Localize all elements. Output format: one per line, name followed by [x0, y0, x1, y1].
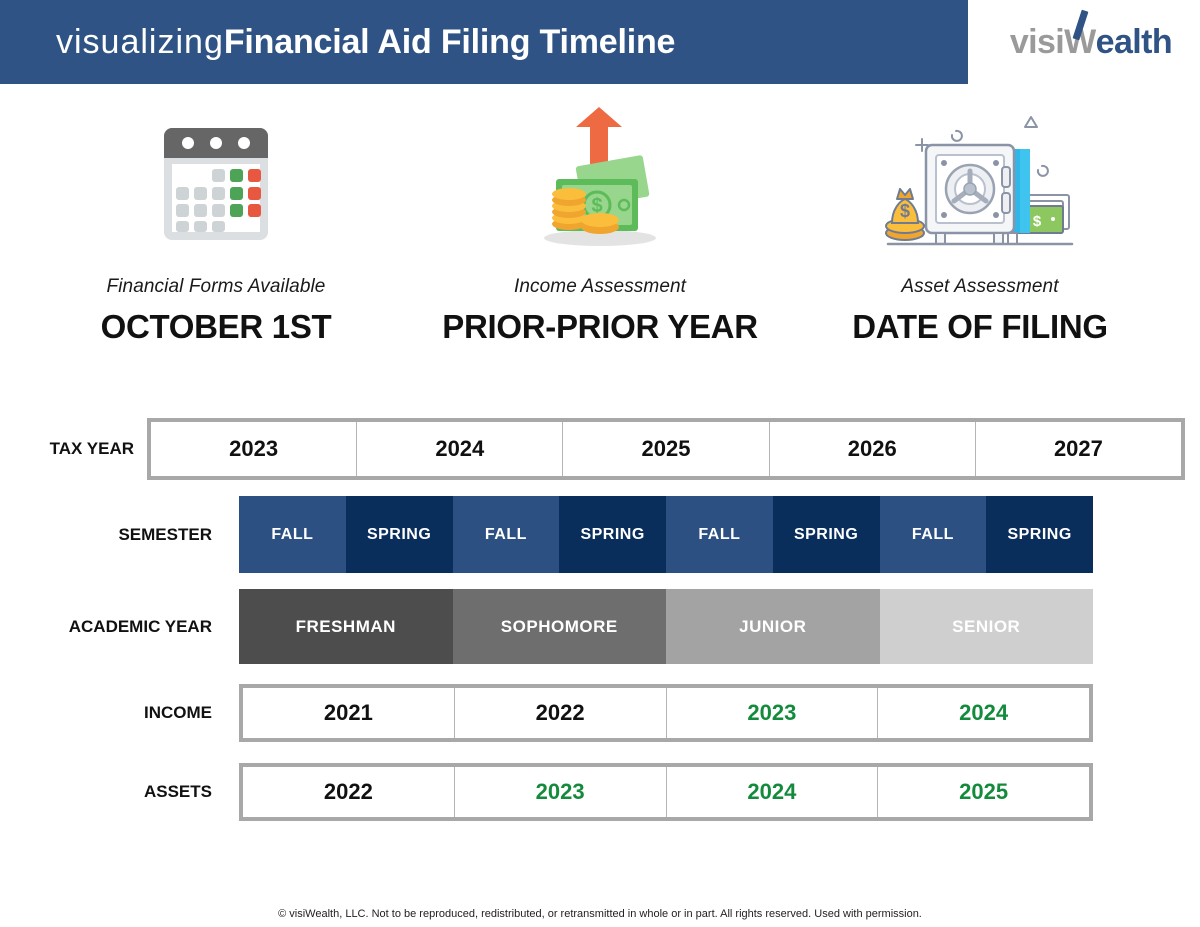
card-income-assessment: $ Income Assessment PRIOR-PRIOR YEA [420, 100, 780, 346]
card-heading: OCTOBER 1ST [100, 308, 332, 345]
logo-text-ealth: ealth [1095, 23, 1173, 61]
assets-cell: 2022 [243, 767, 455, 817]
card-subtitle: Asset Assessment [901, 276, 1059, 297]
academic-year-cell: FRESHMAN [239, 589, 453, 664]
semester-cell-fall: FALL [879, 496, 987, 573]
semester-cell-spring: SPRING [772, 496, 880, 573]
card-subtitle: Income Assessment [513, 276, 687, 297]
tax-year-cell: 2024 [357, 422, 564, 476]
svg-text:$: $ [1033, 213, 1042, 230]
row-label-tax-year: TAX YEAR [49, 439, 134, 458]
row-label-assets: ASSETS [143, 782, 212, 801]
card-heading: DATE OF FILING [852, 308, 1108, 345]
academic-year-row: FRESHMAN SOPHOMORE JUNIOR SENIOR [239, 589, 1093, 664]
money-growth-icon: $ [420, 100, 780, 260]
semester-cell-fall: FALL [452, 496, 560, 573]
assets-row: 2022 2023 2024 2025 [239, 763, 1093, 821]
safe-vault-icon: $ [800, 100, 1160, 260]
logo-text-visi: visi [1009, 23, 1065, 61]
visiwealth-logo: visiW ealth [1009, 9, 1173, 62]
assets-cell: 2024 [667, 767, 879, 817]
tax-year-cell: 2026 [770, 422, 976, 476]
row-label-semester: SEMESTER [118, 524, 212, 544]
copyright-footer: © visiWealth, LLC. Not to be reproduced,… [278, 908, 922, 920]
semester-row: FALL SPRING FALL SPRING FALL SPRING FALL SPRING [239, 496, 1093, 573]
svg-text:$: $ [591, 195, 602, 217]
income-row: 2021 2022 2023 2024 [239, 684, 1093, 742]
income-cell: 2022 [455, 688, 667, 738]
academic-year-cell: JUNIOR [666, 589, 880, 664]
row-label-academic-year: ACADEMIC YEAR [68, 616, 212, 636]
semester-cell-fall: FALL [239, 496, 346, 573]
title-main: Financial Aid Filing Timeline [223, 22, 676, 61]
semester-cell-spring: SPRING [345, 496, 453, 573]
semester-cell-fall: FALL [666, 496, 773, 573]
calendar-icon [36, 100, 396, 260]
card-subtitle: Financial Forms Available [106, 276, 326, 297]
logo-w-mark: W [1064, 9, 1096, 62]
card-financial-forms: Financial Forms Available OCTOBER 1ST [36, 100, 396, 346]
card-heading: PRIOR-PRIOR YEAR [442, 308, 758, 345]
title-prefix: visualizing [56, 22, 224, 61]
icon-cards: Financial Forms Available OCTOBER 1ST $ [0, 100, 1200, 360]
assets-cell: 2025 [959, 779, 1009, 804]
tax-year-cell: 2027 [1053, 436, 1103, 461]
income-cell: 2021 [243, 688, 455, 738]
svg-text:$: $ [900, 201, 910, 221]
header-bar: visualizingFinancial Aid Filing Timeline [0, 0, 968, 84]
tax-year-cell: 2025 [563, 422, 770, 476]
academic-year-cell: SENIOR [879, 589, 1093, 664]
semester-cell-spring: SPRING [986, 496, 1093, 573]
assets-cell: 2023 [455, 767, 667, 817]
tax-year-cell: 2023 [151, 422, 358, 476]
page-title: visualizingFinancial Aid Filing Timeline [56, 23, 675, 62]
semester-cell-spring: SPRING [559, 496, 666, 573]
tax-year-row: 2023 2024 2025 2026 2027 [147, 418, 1185, 480]
income-cell: 2024 [959, 700, 1009, 725]
row-label-income: INCOME [144, 703, 212, 722]
academic-year-cell: SOPHOMORE [452, 589, 666, 664]
card-asset-assessment: $ [800, 100, 1160, 346]
income-cell: 2023 [667, 688, 879, 738]
